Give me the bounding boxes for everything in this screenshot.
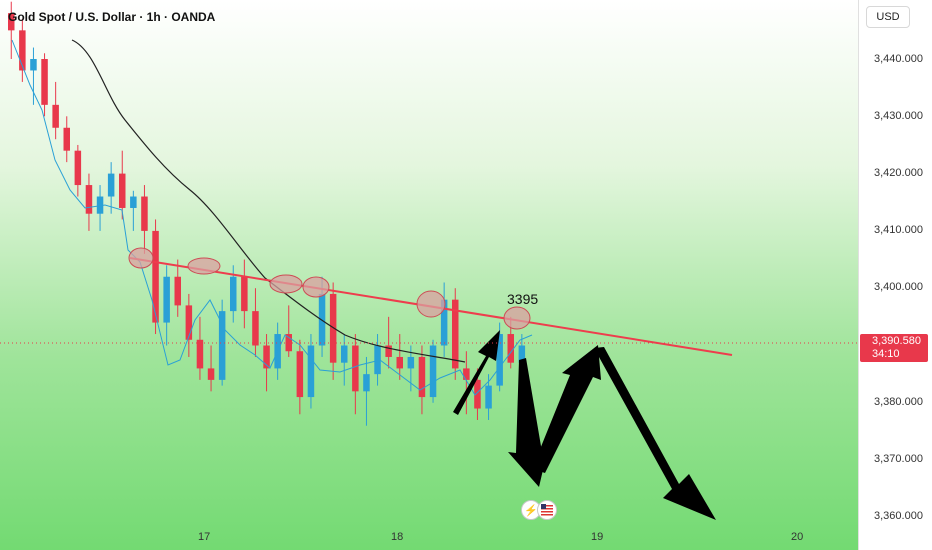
candle-down: [207, 368, 215, 380]
candle-down: [152, 230, 159, 323]
date-tick: 18: [391, 531, 404, 543]
annotation-3395: 3395: [507, 291, 539, 307]
candle-up: [485, 385, 492, 409]
candle-up: [230, 276, 237, 312]
candle-up: [363, 374, 370, 392]
bar-countdown: 34:10: [872, 348, 900, 360]
candle-up: [407, 356, 415, 369]
candle-down: [119, 173, 126, 208]
price-tick: 3,430.000: [874, 110, 923, 122]
marked-high-6: [503, 306, 531, 330]
candle-up: [440, 299, 448, 346]
chart-title: Gold Spot / U.S. Dollar · 1h · OANDA: [8, 10, 216, 24]
currency-button[interactable]: USD: [866, 6, 910, 28]
candle-down: [185, 305, 193, 340]
candle-down: [196, 339, 204, 369]
candle-down: [452, 299, 459, 369]
candle-up: [374, 345, 381, 375]
marked-high-5: [416, 290, 446, 318]
price-tick: 3,400.000: [874, 281, 923, 293]
price-tick: 3,410.000: [874, 224, 923, 236]
candle-down: [507, 334, 514, 363]
candle-up: [30, 59, 37, 71]
candle-down: [85, 185, 93, 214]
marked-high-2: [187, 257, 221, 275]
price-tick: 3,440.000: [874, 53, 923, 65]
candle-down: [263, 345, 270, 369]
marked-high-4: [302, 276, 330, 298]
candle-down: [63, 127, 70, 151]
date-tick: 19: [591, 531, 604, 543]
down-arrow-2: [594, 347, 716, 520]
candle-down: [141, 196, 148, 231]
current-price-value: 3,390.580: [872, 335, 921, 347]
candle-up: [518, 345, 526, 363]
candle-down: [329, 293, 337, 363]
price-tick: 3,380.000: [874, 396, 923, 408]
fast-moving-average-line: [11, 39, 533, 396]
candle-down: [352, 345, 359, 392]
us-flag-icon[interactable]: [537, 500, 557, 520]
candle-down: [385, 345, 392, 357]
candle-down: [41, 59, 48, 105]
candles-layer: [8, 1, 526, 426]
price-axis-panel[interactable]: [858, 0, 932, 550]
price-tick: 3,370.000: [874, 453, 923, 465]
candle-down: [418, 356, 426, 398]
candle-up: [130, 196, 137, 208]
candle-up: [341, 345, 348, 363]
candle-up: [163, 276, 170, 323]
price-tick: 3,420.000: [874, 167, 923, 179]
price-tick: 3,360.000: [874, 510, 923, 522]
date-tick: 20: [791, 531, 804, 543]
projection-arrows: [453, 330, 716, 520]
candle-up: [307, 345, 315, 398]
marked-high-3: [269, 274, 303, 294]
candle-up: [107, 173, 115, 197]
candle-down: [241, 276, 248, 312]
current-price-badge: 3,390.580 34:10: [860, 334, 928, 362]
candle-up: [218, 311, 226, 380]
candle-down: [19, 30, 26, 71]
candle-up: [96, 196, 104, 214]
flag-graphic: [541, 504, 553, 516]
candle-up: [429, 345, 437, 398]
candle-down: [52, 104, 59, 128]
candle-down: [474, 379, 481, 409]
candle-down: [174, 276, 181, 306]
up-arrow-1: [453, 330, 500, 415]
candle-down: [296, 351, 304, 398]
lightning-icon[interactable]: ⚡: [521, 500, 541, 520]
candle-down: [463, 368, 470, 380]
date-tick: 17: [198, 531, 211, 543]
candle-down: [252, 311, 259, 346]
chart-plot-area[interactable]: Gold Spot / U.S. Dollar · 1h · OANDA 339…: [0, 0, 858, 550]
marked-highs: [128, 247, 531, 330]
candle-up: [496, 334, 503, 386]
candle-down: [396, 356, 403, 369]
candle-down: [8, 13, 15, 31]
candle-down: [74, 150, 82, 186]
up-arrow-2: [532, 345, 601, 473]
marked-high-1: [128, 247, 154, 269]
slow-moving-average-line: [71, 39, 466, 363]
chart-svg: [0, 1, 858, 520]
